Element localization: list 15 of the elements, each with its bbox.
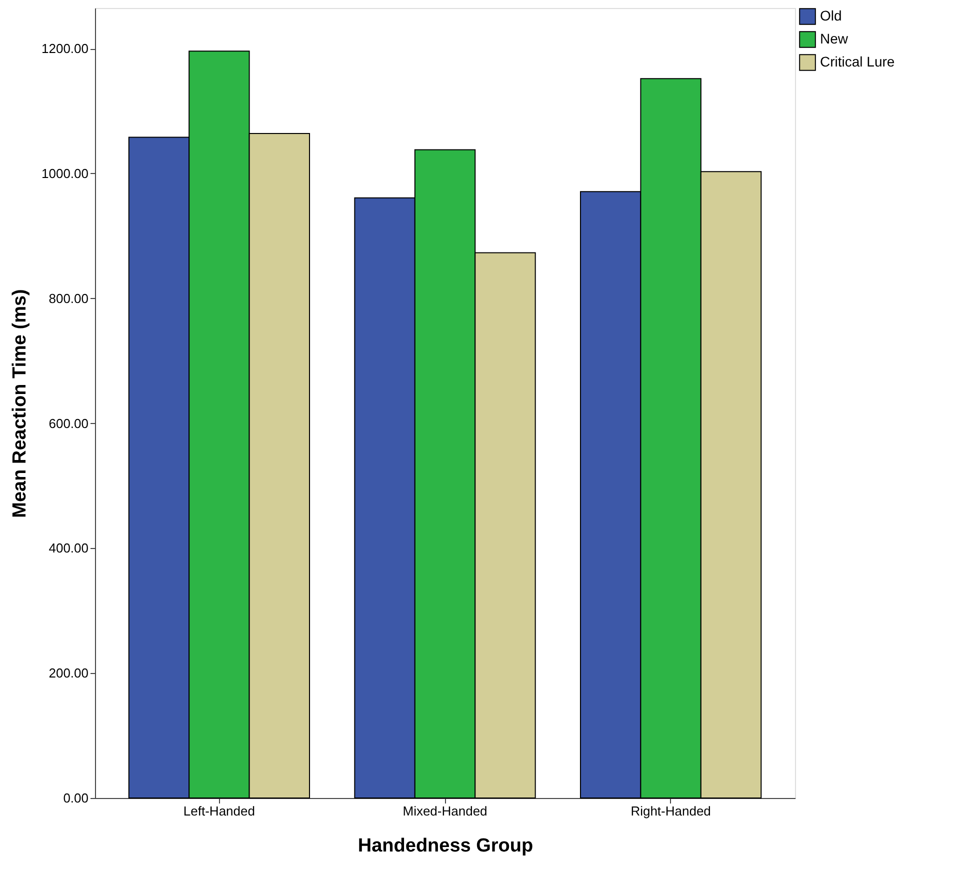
x-tick-label: Right-Handed [630,804,711,818]
y-axis-title: Mean Reaction Time (ms) [10,289,31,518]
x-tick-label: Mixed-Handed [402,804,488,818]
y-tick-label: 800.00 [48,290,88,306]
legend-label: Critical Lure [820,54,895,70]
y-tick-label: 0.00 [63,790,88,806]
y-tick-label: 200.00 [48,666,88,681]
legend-label: Old [820,8,842,24]
legend-label: New [820,30,849,46]
y-tick-label: 1200.00 [42,41,88,56]
x-tick-label: Left-Handed [183,804,255,818]
x-axis-title: Handedness Group [358,836,534,856]
y-tick-label: 1000.00 [42,166,88,181]
y-tick-label: 600.00 [48,416,88,431]
y-tick-label: 400.00 [48,540,88,556]
